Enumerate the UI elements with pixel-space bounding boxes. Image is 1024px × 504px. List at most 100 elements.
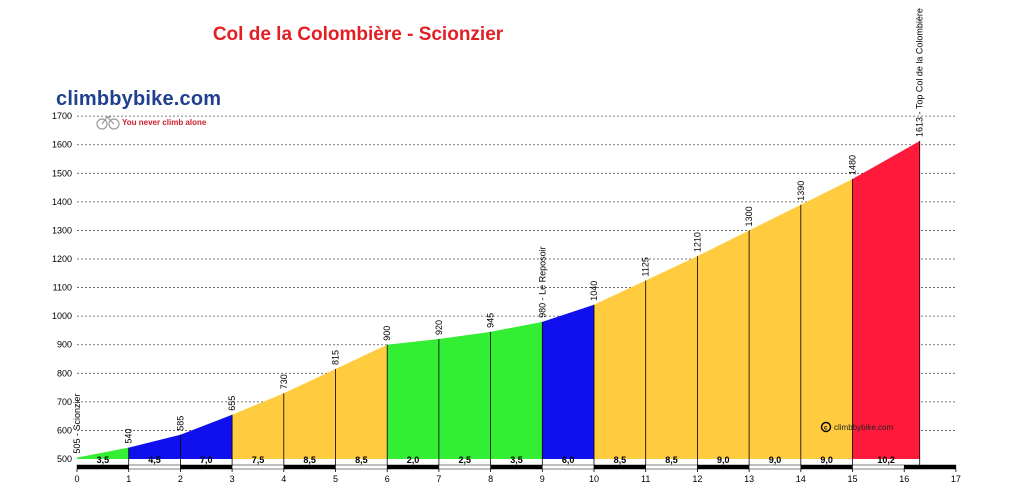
elevation-label: 945 [486, 313, 496, 328]
gradient-segment [180, 414, 233, 459]
distance-bar-segment [748, 464, 802, 470]
distance-bar-segment [542, 464, 595, 470]
distance-bar [76, 464, 957, 470]
svg-text:c: c [824, 426, 828, 432]
data-labels: 3,5 4,5 7,0 7,5 8,5 8,5 2,0 2,5 3,5 6,0 8,5 8,5 9,0 9… [72, 8, 925, 465]
distance-bar-segment [490, 464, 543, 470]
x-tick-label: 12 [692, 474, 702, 484]
y-tick-label: 1400 [52, 197, 72, 207]
x-tick-label: 9 [540, 474, 545, 484]
distance-bar-segment [231, 464, 285, 470]
gradient-segment [594, 280, 646, 459]
x-tick-label: 11 [641, 474, 650, 484]
elevation-label: 1613 - Top Col de la Colombière [915, 8, 925, 137]
gradient-segment [490, 321, 543, 459]
segment-gradient-label: 9,0 [717, 455, 730, 465]
gradient-segment [438, 331, 491, 459]
distance-bar-segment [180, 464, 233, 470]
y-tick-label: 1100 [53, 283, 72, 293]
segment-gradient-label: 3,5 [97, 455, 110, 465]
gradient-segment [283, 369, 336, 459]
x-tick-label: 6 [385, 474, 390, 484]
elevation-label: 730 [279, 374, 289, 389]
elevation-label: 900 [382, 326, 392, 341]
elevation-label: 1125 [641, 257, 651, 276]
segment-gradient-label: 6,0 [562, 455, 575, 465]
x-tick-label: 4 [281, 474, 286, 484]
distance-bar-segment [800, 464, 853, 470]
distance-bar-segment [852, 464, 905, 470]
y-tick-label: 1200 [52, 254, 72, 264]
axes: 5006007008009001000110012001300140015001… [52, 111, 961, 484]
climbbybike-logo: climbbybike.com You never climb alone [56, 88, 222, 130]
segment-gradient-label: 2,5 [458, 455, 471, 465]
distance-bar-segment [128, 464, 181, 470]
distance-bar-segment [438, 464, 491, 470]
x-tick-label: 5 [333, 474, 338, 484]
elevation-label: 655 [227, 396, 237, 411]
y-tick-label: 700 [57, 397, 72, 407]
distance-bar-segment [697, 464, 750, 470]
elevation-label: 1040 [589, 281, 599, 301]
elevation-label: 1390 [796, 181, 806, 201]
segment-gradient-label: 2,0 [407, 455, 420, 465]
distance-bar-segment [593, 464, 646, 470]
svg-text:climbbybike.com: climbbybike.com [834, 423, 893, 432]
gradient-segment [335, 344, 388, 459]
distance-bar-segment [645, 464, 698, 470]
x-tick-label: 0 [74, 474, 79, 484]
x-tick-label: 10 [589, 474, 599, 484]
y-tick-label: 900 [57, 340, 72, 350]
x-tick-label: 1 [126, 474, 131, 484]
elevation-label: 815 [331, 350, 341, 365]
chart-title: Col de la Colombière - Scionzier [212, 24, 504, 45]
y-tick-label: 1600 [52, 140, 72, 150]
gradient-segment [697, 230, 750, 459]
segment-gradient-label: 9,0 [820, 455, 833, 465]
y-tick-label: 800 [57, 368, 72, 378]
y-tick-label: 500 [57, 454, 72, 464]
x-tick-label: 15 [847, 474, 857, 484]
segment-gradient-label: 10,2 [877, 455, 895, 465]
gradient-segment [542, 304, 594, 459]
segment-gradient-label: 4,5 [148, 455, 161, 465]
gradient-segment [852, 141, 920, 459]
elevation-label: 540 [124, 429, 134, 444]
distance-bar-segment [76, 464, 129, 470]
x-tick-label: 7 [436, 474, 441, 484]
segment-gradient-label: 8,5 [355, 455, 368, 465]
segment-gradient-label: 7,0 [200, 455, 213, 465]
x-tick-label: 13 [744, 474, 754, 484]
distance-bar-segment [283, 464, 336, 470]
elevation-label: 1210 [692, 232, 702, 252]
gradient-segment [77, 447, 129, 459]
segment-gradient-label: 9,0 [769, 455, 782, 465]
cyclist-icon [96, 116, 120, 130]
segment-gradient-label: 3,5 [510, 455, 523, 465]
logo-name: climbbybike.com [56, 88, 222, 110]
y-tick-label: 1000 [52, 311, 72, 321]
gradient-segment [749, 204, 801, 459]
gradient-segments [77, 141, 921, 465]
segment-gradient-label: 7,5 [252, 455, 265, 465]
elevation-label: 505 - Scionzier [72, 394, 82, 454]
elevation-label: 1300 [744, 206, 754, 226]
elevation-label: 1480 [848, 155, 858, 175]
x-tick-label: 3 [230, 474, 235, 484]
gradient-segment [128, 434, 181, 459]
logo-tagline: You never climb alone [122, 118, 207, 127]
segment-gradient-label: 8,5 [303, 455, 316, 465]
y-tick-label: 600 [57, 425, 72, 435]
x-tick-label: 14 [796, 474, 806, 484]
distance-bar-segment [386, 464, 440, 470]
x-tick-label: 8 [488, 474, 493, 484]
gradient-segment [800, 179, 853, 459]
distance-bar-segment [903, 464, 957, 470]
y-tick-label: 1700 [52, 111, 72, 121]
elevation-label: 585 [175, 416, 185, 431]
gradient-segment [232, 393, 284, 459]
y-tick-label: 1300 [52, 225, 72, 235]
segment-gradient-label: 8,5 [665, 455, 678, 465]
elevation-label: 980 - Le Reposoir [537, 246, 547, 318]
